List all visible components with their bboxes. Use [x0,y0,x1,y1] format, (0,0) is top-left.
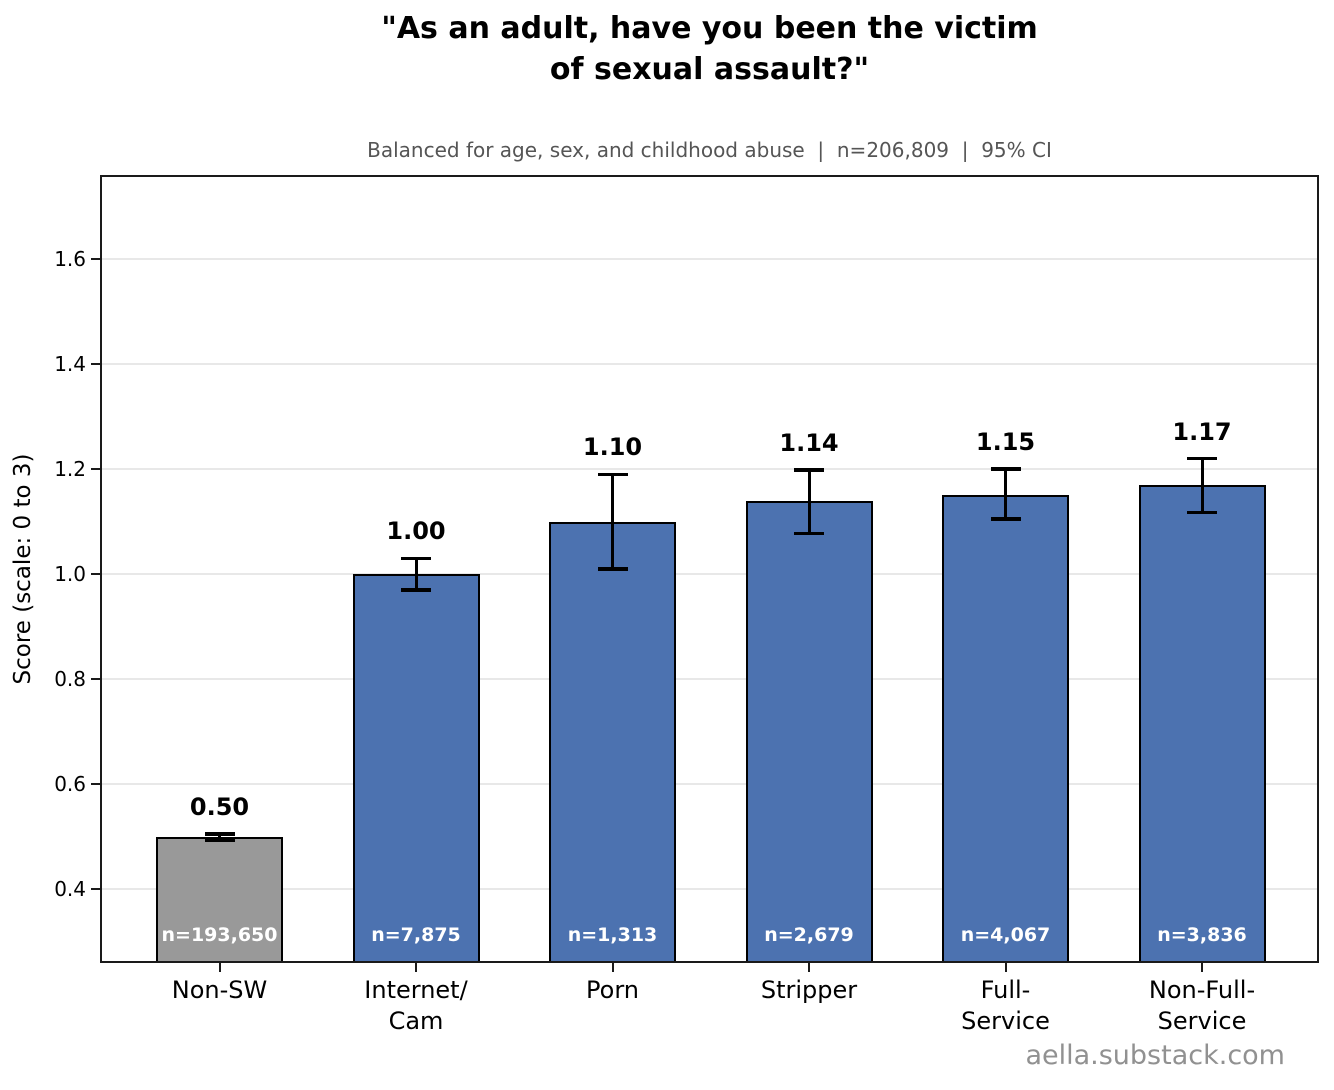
gridline [100,678,1319,681]
error-bar-cap-bottom [204,838,235,842]
bar-value-label: 0.50 [189,792,250,821]
x-axis-tick-label: Porn [586,976,639,1004]
error-bar-cap-top [794,468,824,472]
gridline [100,363,1319,366]
error-bar [218,833,221,841]
bar [745,500,873,963]
chart-title: "As an adult, have you been the victim o… [381,11,1038,87]
y-axis-tick-mark [91,363,100,366]
bar-n-label: n=193,650 [161,924,278,946]
y-axis-tick-label: 0.4 [54,877,86,902]
x-axis-tick-label: Non-SW [171,976,268,1004]
bar-value-label: 1.10 [582,433,643,462]
y-axis-tick-mark [91,678,100,681]
bar-value-label: 1.17 [1172,417,1232,446]
x-axis-tick-label: Non-Full- Service [1148,976,1256,1035]
bar-value-label: 1.15 [975,428,1036,457]
x-axis-tick-mark [808,963,810,972]
error-bar [1200,458,1204,513]
x-axis-tick-label: Stripper [760,976,858,1004]
x-axis-tick-mark [218,963,221,972]
bar-n-label: n=4,067 [960,924,1051,946]
y-axis-tick-label: 1.2 [54,457,86,482]
y-axis-tick-mark [91,468,100,471]
x-axis-tick-label: Full- Service [961,976,1050,1035]
error-bar-cap-top [1187,456,1217,461]
gridline [100,888,1319,891]
y-axis-tick-mark [91,783,100,786]
x-axis-tick-mark [415,963,417,972]
error-bar-cap-top [990,467,1021,471]
error-bar-cap-bottom [990,517,1021,521]
error-bar-cap-top [597,472,628,477]
error-bar [807,470,811,534]
error-bar-cap-top [204,832,235,836]
bar-value-label: 1.14 [779,429,839,458]
y-axis-tick-mark [91,258,100,261]
bar-n-label: n=3,836 [1157,924,1247,946]
x-axis-tick-mark [1004,963,1007,972]
gridline [100,783,1319,786]
y-axis-tick-mark [91,888,100,891]
x-axis-tick-mark [611,963,614,972]
y-axis-tick-label: 1.0 [54,562,86,587]
error-bar-cap-top [401,556,431,561]
bar [549,521,676,963]
chart-subtitle: Balanced for age, sex, and childhood abu… [367,138,1052,162]
bar [352,574,480,963]
error-bar-cap-bottom [1187,510,1217,514]
bar-n-label: n=7,875 [371,924,461,946]
bar [1138,484,1266,963]
error-bar [611,474,614,569]
error-bar [414,558,418,590]
error-bar-cap-bottom [794,531,824,536]
y-axis-tick-label: 1.6 [54,247,86,272]
bar-n-label: n=1,313 [567,924,658,946]
x-axis-tick-mark [1201,963,1203,972]
error-bar [1004,469,1007,520]
gridline [100,468,1319,471]
error-bar-cap-bottom [597,567,628,571]
gridline [100,573,1319,576]
y-axis-tick-mark [91,573,100,576]
y-axis-tick-label: 1.4 [54,352,86,377]
watermark: aella.substack.com [1025,1040,1285,1071]
y-axis-tick-label: 0.8 [54,667,86,692]
gridline [100,258,1319,261]
bar [942,495,1069,963]
error-bar-cap-bottom [401,588,431,592]
x-axis-tick-label: Internet/ Cam [364,976,468,1035]
bar-n-label: n=2,679 [764,924,854,946]
y-axis-tick-label: 0.6 [54,772,86,797]
bar-value-label: 1.00 [386,517,446,546]
